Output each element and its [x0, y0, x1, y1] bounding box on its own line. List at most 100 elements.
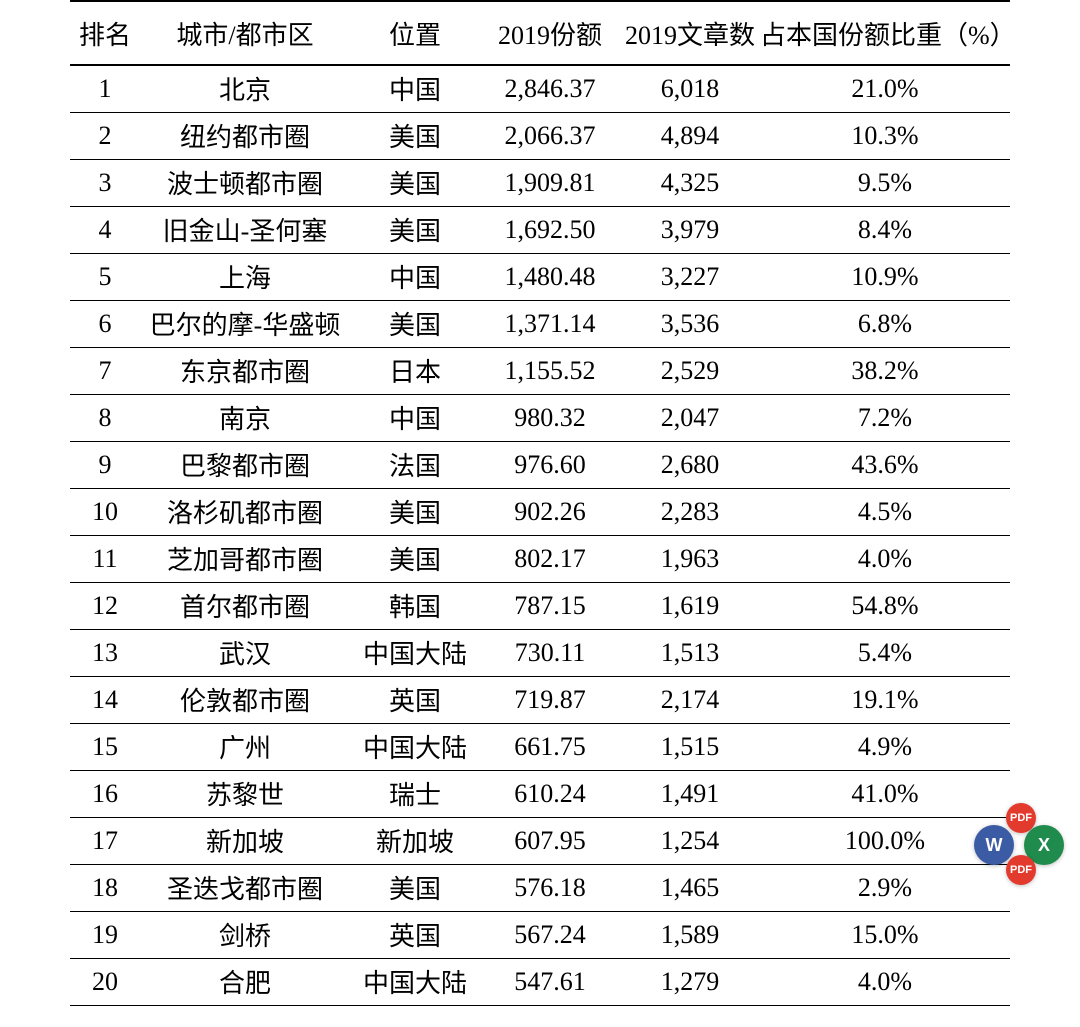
- cell-city: 旧金山-圣何塞: [140, 206, 350, 253]
- cell-pct: 10.3%: [760, 112, 1010, 159]
- pdf-icon[interactable]: PDF: [1006, 803, 1036, 833]
- ranking-table: 排名 城市/都市区 位置 2019份额 2019文章数 占本国份额比重（%） 1…: [70, 0, 1010, 1006]
- cell-share: 802.17: [480, 535, 620, 582]
- table-row: 7东京都市圈日本1,155.522,52938.2%: [70, 347, 1010, 394]
- cell-articles: 3,227: [620, 253, 760, 300]
- cell-city: 广州: [140, 723, 350, 770]
- cell-pct: 4.0%: [760, 535, 1010, 582]
- table-row: 9巴黎都市圈法国976.602,68043.6%: [70, 441, 1010, 488]
- cell-articles: 1,619: [620, 582, 760, 629]
- col-header-articles: 2019文章数: [620, 1, 760, 65]
- cell-share: 730.11: [480, 629, 620, 676]
- table-row: 17新加坡新加坡607.951,254100.0%: [70, 817, 1010, 864]
- cell-pct: 10.9%: [760, 253, 1010, 300]
- table-row: 15广州中国大陆661.751,5154.9%: [70, 723, 1010, 770]
- cell-articles: 3,536: [620, 300, 760, 347]
- cell-share: 2,846.37: [480, 65, 620, 112]
- cell-location: 韩国: [350, 582, 480, 629]
- table-row: 8南京中国980.322,0477.2%: [70, 394, 1010, 441]
- cell-pct: 5.4%: [760, 629, 1010, 676]
- cell-share: 2,066.37: [480, 112, 620, 159]
- cell-articles: 1,254: [620, 817, 760, 864]
- cell-location: 美国: [350, 300, 480, 347]
- cell-share: 1,692.50: [480, 206, 620, 253]
- cell-rank: 15: [70, 723, 140, 770]
- cell-location: 美国: [350, 864, 480, 911]
- cell-rank: 5: [70, 253, 140, 300]
- table-row: 11芝加哥都市圈美国802.171,9634.0%: [70, 535, 1010, 582]
- cell-pct: 100.0%: [760, 817, 1010, 864]
- cell-location: 瑞士: [350, 770, 480, 817]
- cell-share: 787.15: [480, 582, 620, 629]
- cell-pct: 41.0%: [760, 770, 1010, 817]
- cell-articles: 1,279: [620, 958, 760, 1005]
- cell-pct: 8.4%: [760, 206, 1010, 253]
- cell-location: 美国: [350, 159, 480, 206]
- cell-rank: 2: [70, 112, 140, 159]
- cell-share: 1,480.48: [480, 253, 620, 300]
- col-header-location: 位置: [350, 1, 480, 65]
- cell-share: 607.95: [480, 817, 620, 864]
- cell-articles: 2,529: [620, 347, 760, 394]
- cell-share: 610.24: [480, 770, 620, 817]
- cell-pct: 9.5%: [760, 159, 1010, 206]
- cell-city: 巴黎都市圈: [140, 441, 350, 488]
- cell-location: 中国: [350, 65, 480, 112]
- cell-articles: 4,325: [620, 159, 760, 206]
- table-row: 18圣迭戈都市圈美国576.181,4652.9%: [70, 864, 1010, 911]
- table-row: 13武汉中国大陆730.111,5135.4%: [70, 629, 1010, 676]
- cell-rank: 19: [70, 911, 140, 958]
- cell-rank: 12: [70, 582, 140, 629]
- cell-rank: 4: [70, 206, 140, 253]
- cell-city: 北京: [140, 65, 350, 112]
- cell-rank: 7: [70, 347, 140, 394]
- table-row: 20合肥中国大陆547.611,2794.0%: [70, 958, 1010, 1005]
- cell-pct: 21.0%: [760, 65, 1010, 112]
- cell-rank: 8: [70, 394, 140, 441]
- table-header-row: 排名 城市/都市区 位置 2019份额 2019文章数 占本国份额比重（%）: [70, 1, 1010, 65]
- cell-articles: 1,589: [620, 911, 760, 958]
- cell-share: 661.75: [480, 723, 620, 770]
- cell-location: 中国: [350, 394, 480, 441]
- cell-share: 976.60: [480, 441, 620, 488]
- page: 排名 城市/都市区 位置 2019份额 2019文章数 占本国份额比重（%） 1…: [0, 0, 1080, 1027]
- cell-pct: 4.0%: [760, 958, 1010, 1005]
- excel-icon[interactable]: X: [1024, 825, 1064, 865]
- cell-rank: 17: [70, 817, 140, 864]
- col-header-share: 2019份额: [480, 1, 620, 65]
- table-row: 19剑桥英国567.241,58915.0%: [70, 911, 1010, 958]
- cell-share: 1,909.81: [480, 159, 620, 206]
- col-header-rank: 排名: [70, 1, 140, 65]
- cell-rank: 18: [70, 864, 140, 911]
- cell-city: 南京: [140, 394, 350, 441]
- cell-pct: 15.0%: [760, 911, 1010, 958]
- table-row: 12首尔都市圈韩国787.151,61954.8%: [70, 582, 1010, 629]
- cell-articles: 4,894: [620, 112, 760, 159]
- cell-share: 902.26: [480, 488, 620, 535]
- table-row: 5上海中国1,480.483,22710.9%: [70, 253, 1010, 300]
- table-row: 6巴尔的摩-华盛顿美国1,371.143,5366.8%: [70, 300, 1010, 347]
- cell-pct: 4.9%: [760, 723, 1010, 770]
- cell-share: 567.24: [480, 911, 620, 958]
- cell-articles: 2,047: [620, 394, 760, 441]
- cell-rank: 13: [70, 629, 140, 676]
- cell-pct: 7.2%: [760, 394, 1010, 441]
- cell-city: 芝加哥都市圈: [140, 535, 350, 582]
- cell-city: 洛杉矶都市圈: [140, 488, 350, 535]
- cell-articles: 1,465: [620, 864, 760, 911]
- cell-pct: 2.9%: [760, 864, 1010, 911]
- pdf-icon[interactable]: PDF: [1006, 855, 1036, 885]
- cell-city: 上海: [140, 253, 350, 300]
- cell-location: 法国: [350, 441, 480, 488]
- cell-city: 武汉: [140, 629, 350, 676]
- cell-location: 英国: [350, 911, 480, 958]
- cell-pct: 4.5%: [760, 488, 1010, 535]
- table-row: 10洛杉矶都市圈美国902.262,2834.5%: [70, 488, 1010, 535]
- cell-articles: 1,515: [620, 723, 760, 770]
- cell-rank: 3: [70, 159, 140, 206]
- table-body: 1北京中国2,846.376,01821.0%2纽约都市圈美国2,066.374…: [70, 65, 1010, 1005]
- cell-city: 巴尔的摩-华盛顿: [140, 300, 350, 347]
- cell-pct: 6.8%: [760, 300, 1010, 347]
- cell-city: 伦敦都市圈: [140, 676, 350, 723]
- cell-location: 美国: [350, 535, 480, 582]
